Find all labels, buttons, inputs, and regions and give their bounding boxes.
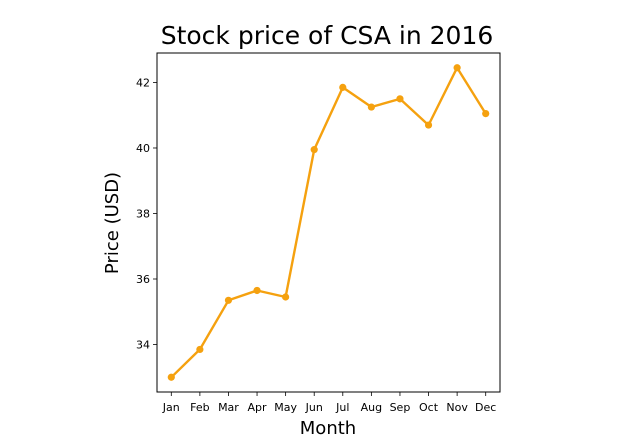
data-point <box>196 345 204 354</box>
x-tick-label: Jun <box>305 401 323 414</box>
data-point <box>396 95 404 103</box>
y-tick-label: 38 <box>136 207 150 220</box>
x-tick-label: Jul <box>335 401 349 414</box>
data-point <box>167 373 175 381</box>
y-tick-label: 34 <box>136 339 150 352</box>
x-tick-label: Aug <box>361 401 382 414</box>
chart-title: Stock price of CSA in 2016 <box>161 21 494 50</box>
data-point <box>367 103 375 111</box>
y-tick-label: 42 <box>136 76 150 89</box>
y-tick-label: 36 <box>136 273 150 286</box>
x-tick-label: Apr <box>248 401 268 414</box>
x-tick-label: Nov <box>446 401 468 414</box>
y-tick-label: 40 <box>136 142 150 155</box>
plot-area: Jan Feb Mar Apr May Jun Jul Aug Sep Oct Nov Dec 34 36… <box>136 52 501 414</box>
y-axis-label: Price (USD) <box>102 172 123 274</box>
x-axis-label: Month <box>300 418 356 439</box>
x-tick-label: Mar <box>218 401 239 414</box>
x-tick-label: Feb <box>190 401 209 414</box>
data-point <box>453 64 461 72</box>
x-tick-label: Oct <box>419 401 439 414</box>
data-point <box>253 286 261 295</box>
series-line <box>170 66 487 379</box>
data-point <box>424 121 433 129</box>
data-point <box>339 83 347 91</box>
data-point <box>282 293 290 301</box>
data-point <box>482 109 490 118</box>
x-tick-label: May <box>274 401 297 414</box>
plot-frame <box>156 52 501 393</box>
x-tick-label: Jan <box>162 401 180 414</box>
x-tick-label: Sep <box>390 401 411 414</box>
data-point <box>310 146 318 154</box>
x-tick-label: Dec <box>475 401 496 414</box>
data-point <box>224 296 233 304</box>
